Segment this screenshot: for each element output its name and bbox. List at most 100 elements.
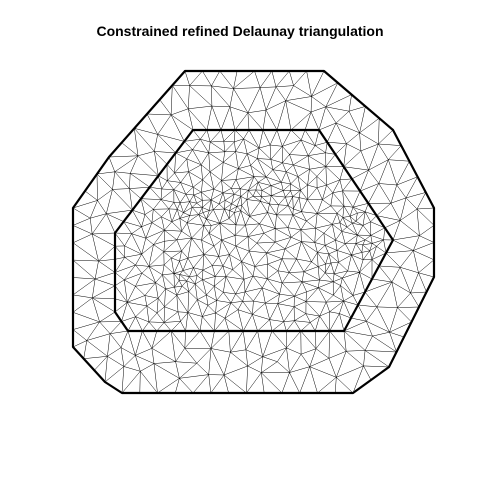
- mesh-edge: [198, 207, 203, 215]
- mesh-edge: [201, 239, 215, 247]
- mesh-edge: [271, 330, 287, 349]
- mesh-edge: [301, 279, 320, 283]
- mesh-edge: [211, 70, 221, 87]
- mesh-edge: [177, 209, 184, 213]
- mesh-edge: [193, 191, 202, 196]
- mesh-edge: [201, 240, 205, 255]
- mesh-edge: [360, 143, 379, 152]
- mesh-edge: [342, 216, 351, 218]
- mesh-edge: [211, 85, 234, 89]
- mesh-edge: [184, 330, 186, 349]
- mesh-edge: [257, 158, 271, 160]
- mesh-edge: [294, 313, 307, 321]
- mesh-edge: [368, 143, 379, 171]
- mesh-edge: [209, 162, 224, 173]
- mesh-edge: [96, 171, 115, 175]
- mesh-edge: [174, 171, 189, 174]
- mesh-edge: [275, 227, 288, 229]
- mesh-edge: [336, 122, 360, 134]
- mesh-edge: [196, 363, 209, 375]
- mesh-edge: [121, 142, 139, 156]
- mesh-edge: [235, 246, 242, 262]
- mesh-edge: [196, 269, 204, 276]
- mesh-edge: [277, 270, 283, 284]
- mesh-edge: [151, 209, 154, 223]
- mesh-edge: [200, 152, 209, 165]
- mesh-edge: [187, 108, 194, 131]
- mesh-edge: [352, 222, 364, 226]
- mesh-edge: [175, 152, 187, 160]
- mesh-edge: [188, 108, 208, 131]
- mesh-edge: [210, 189, 215, 200]
- mesh-edge: [352, 221, 357, 224]
- mesh-edge: [339, 178, 352, 181]
- mesh-edge: [301, 199, 308, 212]
- mesh-edge: [296, 241, 302, 260]
- mesh-edge: [198, 214, 205, 226]
- mesh-edge: [188, 171, 203, 181]
- mesh-edge: [285, 85, 294, 101]
- mesh-edge: [200, 164, 203, 180]
- mesh-edge: [246, 190, 249, 200]
- mesh-edge: [343, 330, 347, 352]
- mesh-edge: [139, 371, 141, 394]
- mesh-edge: [72, 277, 96, 280]
- mesh-edge: [376, 306, 398, 308]
- mesh-edge: [219, 70, 234, 89]
- mesh-edge: [240, 205, 242, 211]
- mesh-edge: [245, 287, 263, 293]
- mesh-edge: [308, 155, 327, 167]
- mesh-edge: [209, 171, 215, 190]
- mesh-edge: [242, 330, 247, 350]
- mesh-edge: [389, 332, 397, 353]
- mesh-edge: [250, 165, 255, 177]
- mesh-edge: [293, 155, 309, 166]
- mesh-edge: [201, 164, 211, 172]
- mesh-edge: [114, 302, 128, 313]
- mesh-edge: [245, 216, 250, 226]
- mesh-edge: [202, 199, 212, 208]
- mesh-edge: [294, 320, 302, 332]
- mesh-edge: [390, 184, 398, 204]
- mesh-edge: [351, 254, 364, 261]
- mesh-edge: [186, 158, 202, 166]
- mesh-edge: [265, 293, 280, 304]
- mesh-edge: [224, 193, 235, 201]
- mesh-edge: [193, 194, 197, 204]
- mesh-edge: [175, 378, 180, 394]
- mesh-edge: [370, 221, 385, 229]
- mesh-edge: [72, 259, 99, 262]
- mesh-edge: [289, 70, 294, 86]
- mesh-edge: [124, 264, 136, 281]
- mesh-edge: [255, 189, 262, 197]
- mesh-edge: [161, 216, 172, 223]
- mesh-edge: [140, 198, 154, 210]
- mesh-edge: [171, 209, 178, 222]
- mesh-edge: [329, 311, 340, 314]
- mesh-edge: [258, 147, 272, 160]
- mesh-edge: [252, 314, 270, 320]
- mesh-edge: [219, 222, 237, 226]
- mesh-edge: [219, 208, 225, 224]
- mesh-edge: [311, 96, 326, 108]
- mesh-edge: [299, 366, 310, 394]
- mesh-edge: [324, 272, 334, 282]
- mesh-edge: [183, 207, 193, 213]
- mesh-edge: [346, 143, 362, 152]
- mesh-edge: [305, 287, 319, 302]
- mesh-edge: [180, 312, 189, 322]
- mesh-edge: [161, 216, 165, 231]
- mesh-edge: [336, 365, 364, 378]
- mesh-edge: [269, 319, 284, 322]
- mesh-edge: [376, 246, 387, 254]
- mesh-edge: [201, 192, 212, 201]
- mesh-edge: [135, 286, 146, 296]
- mesh-edge: [315, 141, 328, 146]
- mesh-edge: [318, 287, 327, 303]
- mesh-edge: [287, 196, 293, 206]
- mesh-edges: [72, 70, 435, 394]
- mesh-edge: [282, 146, 290, 155]
- mesh-edge: [225, 276, 245, 280]
- mesh-edge: [250, 158, 258, 166]
- mesh-edge: [349, 207, 354, 217]
